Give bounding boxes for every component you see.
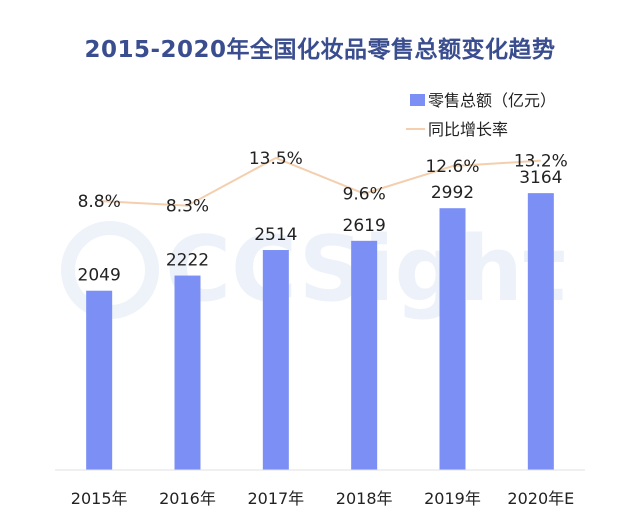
legend-label-bar: 零售总额（亿元）: [428, 91, 556, 110]
bar-5: [527, 193, 554, 470]
legend-label-line: 同比增长率: [428, 120, 508, 139]
bar-labels: 2049 2222 2514 2619 2992 3164: [78, 168, 563, 286]
bar-4: [439, 208, 466, 470]
legend-swatch-bar: [410, 94, 425, 106]
bar-2: [262, 250, 289, 470]
rate-label-5: 13.2%: [514, 152, 568, 172]
bar-0: [86, 290, 113, 470]
rate-line: [99, 156, 541, 207]
x-tick-5: 2020年E: [507, 489, 574, 508]
chart-title: 2015-2020年全国化妆品零售总额变化趋势: [84, 37, 556, 63]
x-tick-4: 2019年: [424, 489, 481, 508]
watermark: CCSight: [61, 217, 566, 322]
bar-label-2: 2514: [254, 225, 297, 245]
x-tick-1: 2016年: [159, 489, 216, 508]
x-ticks: 2015年 2016年 2017年 2018年 2019年 2020年E: [71, 489, 574, 508]
x-tick-0: 2015年: [71, 489, 128, 508]
bar-3: [351, 240, 378, 470]
bar-label-3: 2619: [343, 216, 386, 236]
x-tick-3: 2018年: [336, 489, 393, 508]
rate-label-4: 12.6%: [425, 157, 479, 177]
bar-label-0: 2049: [78, 266, 121, 286]
rate-label-1: 8.3%: [166, 197, 209, 217]
x-tick-2: 2017年: [247, 489, 304, 508]
bar-label-1: 2222: [166, 251, 209, 271]
bars: [86, 193, 554, 470]
bar-label-4: 2992: [431, 183, 474, 203]
rate-labels: 8.8% 8.3% 13.5% 9.6% 12.6% 13.2%: [78, 149, 568, 217]
rate-label-3: 9.6%: [343, 185, 386, 205]
rate-label-2: 13.5%: [249, 149, 303, 169]
rate-label-0: 8.8%: [78, 192, 121, 212]
legend: 零售总额（亿元） 同比增长率: [406, 91, 556, 139]
bar-1: [174, 275, 201, 470]
bar-label-5: 3164: [519, 168, 562, 188]
